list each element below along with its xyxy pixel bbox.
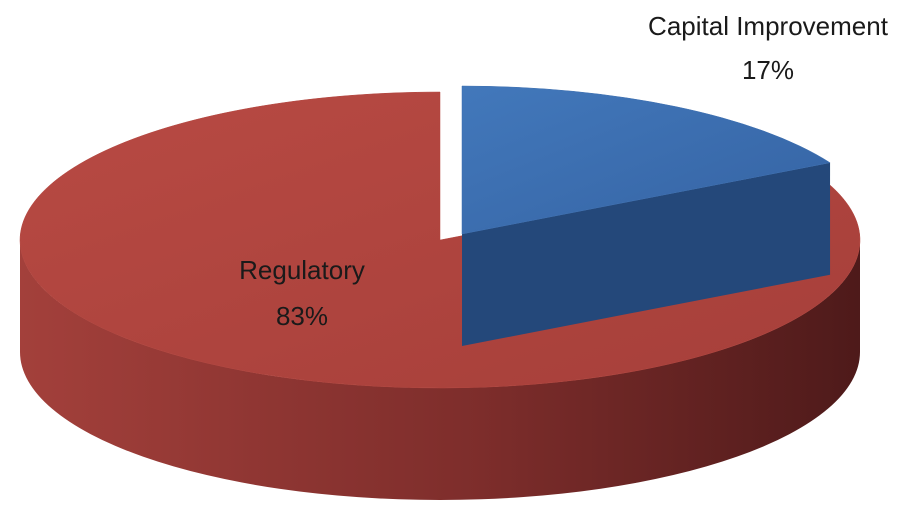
slice <box>19 91 861 389</box>
slice-value-label: 17% <box>742 55 794 85</box>
slice-value-label: 83% <box>276 301 328 331</box>
slice <box>461 85 831 235</box>
slice-side <box>20 240 860 500</box>
slice-label: Capital Improvement <box>648 11 889 41</box>
slice-cut <box>462 162 831 346</box>
slice-label: Regulatory <box>239 255 365 285</box>
